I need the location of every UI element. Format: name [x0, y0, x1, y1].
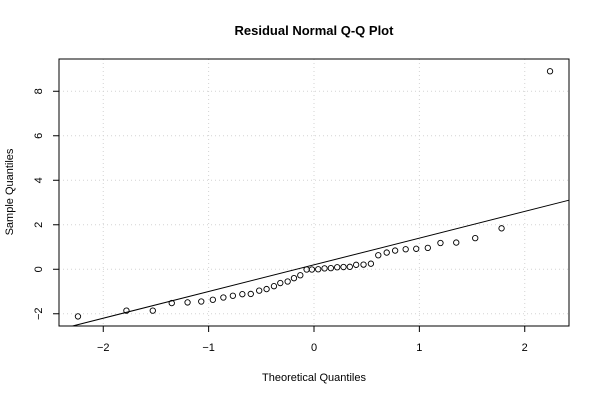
data-point [437, 239, 444, 247]
y-tick-label: 8 [33, 88, 45, 94]
data-point [263, 285, 270, 293]
data-point [247, 290, 254, 298]
x-axis: −2 −1 0 1 2 [97, 326, 528, 354]
data-points [74, 68, 554, 320]
data-point [303, 266, 310, 273]
data-point [297, 272, 304, 279]
data-point [256, 287, 263, 294]
data-point [352, 261, 360, 268]
y-tick-label: 2 [33, 222, 45, 228]
data-point [270, 283, 278, 290]
y-axis: −2 0 2 4 6 8 [33, 88, 59, 320]
y-tick-label: 6 [33, 133, 45, 139]
data-point [472, 234, 479, 242]
data-point [413, 245, 420, 252]
y-axis-label: Sample Quantiles [4, 148, 16, 235]
data-point [277, 279, 284, 287]
data-point [375, 252, 382, 259]
data-point [424, 244, 431, 252]
x-axis-label: Theoretical Quantiles [262, 372, 366, 384]
data-point [184, 299, 191, 306]
grid-lines [59, 59, 569, 326]
data-point [334, 264, 341, 271]
data-point [453, 239, 460, 246]
data-point [74, 313, 82, 320]
data-point [284, 278, 291, 285]
data-point [402, 246, 409, 253]
data-point [123, 307, 130, 314]
reference-line-group [72, 199, 570, 327]
data-point [546, 68, 554, 75]
x-tick-label: −2 [97, 342, 110, 354]
x-tick-label: 0 [311, 342, 317, 354]
data-point [168, 299, 175, 307]
data-point [198, 298, 205, 305]
chart-title: Residual Normal Q-Q Plot [235, 23, 395, 38]
y-tick-label: 4 [33, 177, 45, 183]
data-point [315, 266, 322, 273]
data-point [340, 263, 347, 271]
y-tick-label: −2 [33, 307, 45, 320]
data-point [149, 307, 156, 314]
x-tick-label: −1 [202, 342, 215, 354]
data-point [383, 249, 390, 256]
data-point [321, 265, 328, 272]
data-point [360, 261, 367, 268]
x-tick-label: 1 [416, 342, 422, 354]
data-point [367, 260, 375, 267]
data-point [346, 263, 353, 270]
data-point [229, 292, 237, 299]
data-point [498, 225, 505, 232]
data-point [239, 291, 246, 298]
data-point [290, 275, 298, 282]
data-point [308, 266, 316, 273]
reference-line [72, 199, 570, 327]
data-point [391, 247, 399, 254]
data-point [220, 294, 227, 301]
data-point [327, 264, 335, 272]
data-point [209, 296, 216, 303]
x-tick-label: 2 [522, 342, 528, 354]
y-tick-label: 0 [33, 266, 45, 272]
